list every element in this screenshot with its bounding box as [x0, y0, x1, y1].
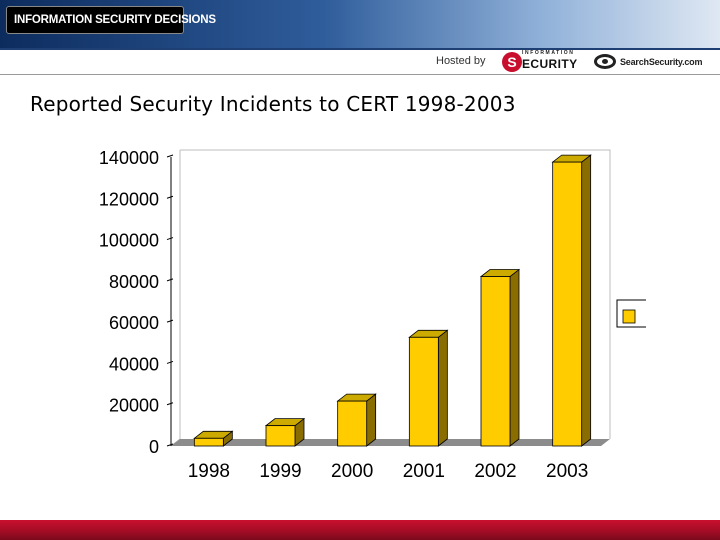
searchsecurity-logo: SearchSecurity.com: [594, 54, 716, 72]
information-security-logo: S INFORMATION ECURITY: [502, 50, 580, 73]
bar-side-2003: [581, 154, 592, 447]
bar-side-2002: [509, 268, 520, 447]
bar-1999: [265, 425, 296, 447]
hosted-by-bar: Hosted by S INFORMATION ECURITY SearchSe…: [0, 50, 720, 75]
bar-2003: [552, 161, 583, 447]
x-tick-label: 2002: [474, 461, 516, 482]
back-wall-left: [170, 150, 181, 447]
footer-bar: [0, 518, 720, 540]
x-tick-label: 1999: [259, 461, 301, 482]
back-wall-edge: [180, 149, 611, 439]
y-tick: [166, 402, 174, 406]
chart-floor: [171, 439, 610, 446]
legend-swatch: [622, 309, 636, 324]
y-tick-label: 80000: [109, 272, 159, 292]
x-tick-label: 2000: [331, 461, 373, 482]
bar-side-2000: [366, 393, 377, 447]
y-tick-label: 140000: [99, 148, 159, 168]
y-tick-label: 0: [149, 437, 159, 457]
security-logo-small-text: INFORMATION: [522, 50, 575, 56]
bar-2000: [337, 400, 368, 447]
security-logo-word: ECURITY: [522, 57, 578, 71]
y-tick: [166, 237, 174, 241]
y-tick-label: 100000: [99, 231, 159, 251]
y-tick-label: 40000: [109, 354, 159, 374]
searchsecurity-logo-text: SearchSecurity.com: [620, 57, 703, 67]
y-tick: [166, 319, 174, 323]
y-tick-label: 60000: [109, 313, 159, 333]
bar-1998: [193, 437, 224, 447]
y-tick: [166, 278, 174, 282]
hosted-by-label: Hosted by: [436, 55, 486, 67]
security-logo-initial: S: [502, 52, 522, 72]
bar-2001: [408, 336, 439, 447]
information-security-decisions-logo: INFORMATION SECURITY DECISIONS: [6, 6, 216, 34]
y-tick: [166, 443, 174, 447]
y-tick: [166, 360, 174, 364]
chart-title: Reported Security Incidents to CERT 1998…: [30, 92, 516, 116]
y-tick: [166, 154, 174, 158]
x-tick-label: 1998: [188, 461, 230, 482]
x-tick-label: 2001: [403, 461, 445, 482]
bar-2002: [480, 276, 511, 447]
x-tick-label: 2003: [546, 461, 588, 482]
y-tick-label: 120000: [99, 189, 159, 209]
y-tick: [166, 195, 174, 199]
header-banner: INFORMATION SECURITY DECISIONS: [0, 0, 720, 48]
banner-logo-text: INFORMATION SECURITY DECISIONS: [14, 14, 216, 26]
eye-icon: [594, 54, 616, 69]
bar-side-2001: [437, 329, 448, 447]
banner-divider: [0, 48, 720, 50]
y-tick-label: 20000: [109, 396, 159, 416]
